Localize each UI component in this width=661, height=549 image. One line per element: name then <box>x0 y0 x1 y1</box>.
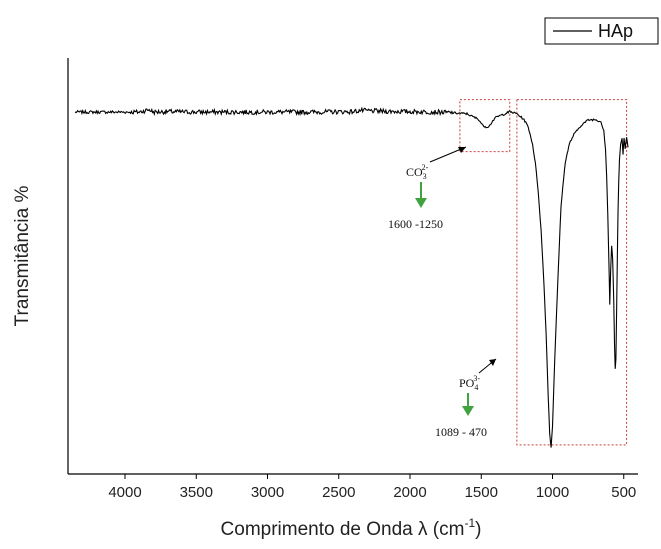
co3-annotation: CO32- 1600 -1250 <box>388 146 467 231</box>
co3-label-sub: 3 <box>423 172 427 181</box>
po4-label-sup: 3- <box>473 374 480 383</box>
co3-label-sup: 2- <box>422 163 429 172</box>
x-ticks: 4000 3500 3000 2500 2000 1500 1000 500 <box>108 474 636 501</box>
x-tick-label: 1000 <box>536 484 569 501</box>
x-axis-title-main: Comprimento de Onda λ (cm <box>221 519 465 540</box>
co3-range: 1600 -1250 <box>388 217 443 231</box>
po4-annotation: PO43- 1089 - 470 <box>435 358 497 439</box>
x-axis-title: Comprimento de Onda λ (cm-1) <box>221 516 482 540</box>
x-tick-label: 3500 <box>180 484 213 501</box>
co3-label-base: CO <box>406 165 423 179</box>
x-axis-title-sup: -1 <box>464 516 475 530</box>
x-tick-label: 500 <box>611 484 636 501</box>
x-tick-label: 1500 <box>465 484 498 501</box>
co3-green-arrowhead-icon <box>415 198 427 208</box>
x-tick-label: 4000 <box>108 484 141 501</box>
series-line-hap <box>74 106 629 448</box>
po4-label: PO43- <box>459 374 480 392</box>
co3-label: CO32- <box>406 163 429 181</box>
x-axis-title-end: ) <box>475 519 481 540</box>
x-tick-label: 3000 <box>251 484 284 501</box>
y-axis-title: Transmitância % <box>12 186 33 327</box>
legend-label: HAp <box>598 21 633 41</box>
co3-region-box <box>459 99 511 153</box>
po4-label-base: PO <box>459 376 475 390</box>
x-tick-label: 2500 <box>322 484 355 501</box>
po4-green-arrowhead-icon <box>462 406 474 416</box>
x-tick-label: 2000 <box>393 484 426 501</box>
legend: HAp <box>544 17 659 45</box>
po4-region-box <box>516 99 628 446</box>
co3-arrowhead-icon <box>458 147 466 153</box>
po4-label-sub: 4 <box>474 383 478 392</box>
po4-range: 1089 - 470 <box>435 425 487 439</box>
po4-arrowhead-icon <box>489 359 496 366</box>
